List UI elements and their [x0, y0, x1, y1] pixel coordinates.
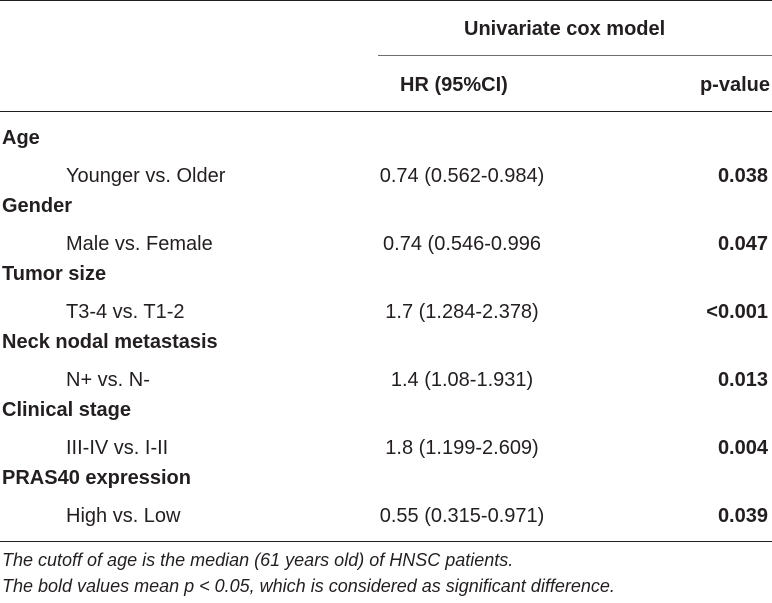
category-label: Tumor size	[2, 263, 107, 285]
category-label: Neck nodal metastasis	[2, 331, 218, 353]
category-label: Age	[2, 127, 40, 149]
column-header-hr: HR (95%CI)	[400, 74, 508, 96]
p-value: 0.047	[717, 233, 768, 255]
comparison-label: Younger vs. Older	[66, 165, 226, 187]
column-header-p-value: p-value	[699, 74, 770, 96]
p-value: <0.001	[706, 301, 768, 323]
comparison-label: Male vs. Female	[66, 233, 213, 255]
p-value: 0.013	[717, 369, 768, 391]
header-rule	[0, 111, 772, 112]
bottom-rule	[0, 541, 772, 542]
top-rule	[0, 0, 772, 1]
footnote: The bold values mean p < 0.05, which is …	[2, 576, 615, 596]
category-label: PRAS40 expression	[2, 467, 191, 489]
p-value: 0.004	[717, 437, 768, 459]
comparison-label: N+ vs. N-	[66, 369, 150, 391]
comparison-label: High vs. Low	[66, 505, 181, 527]
comparison-label: T3-4 vs. T1-2	[66, 301, 185, 323]
group-header-rule	[378, 55, 772, 56]
p-value: 0.039	[717, 505, 768, 527]
category-label: Clinical stage	[2, 399, 131, 421]
comparison-label: III-IV vs. I-II	[66, 437, 169, 459]
p-value: 0.038	[717, 165, 768, 187]
category-label: Gender	[2, 195, 73, 217]
footnote: The cutoff of age is the median (61 year…	[2, 550, 514, 570]
group-header: Univariate cox model	[464, 18, 666, 40]
